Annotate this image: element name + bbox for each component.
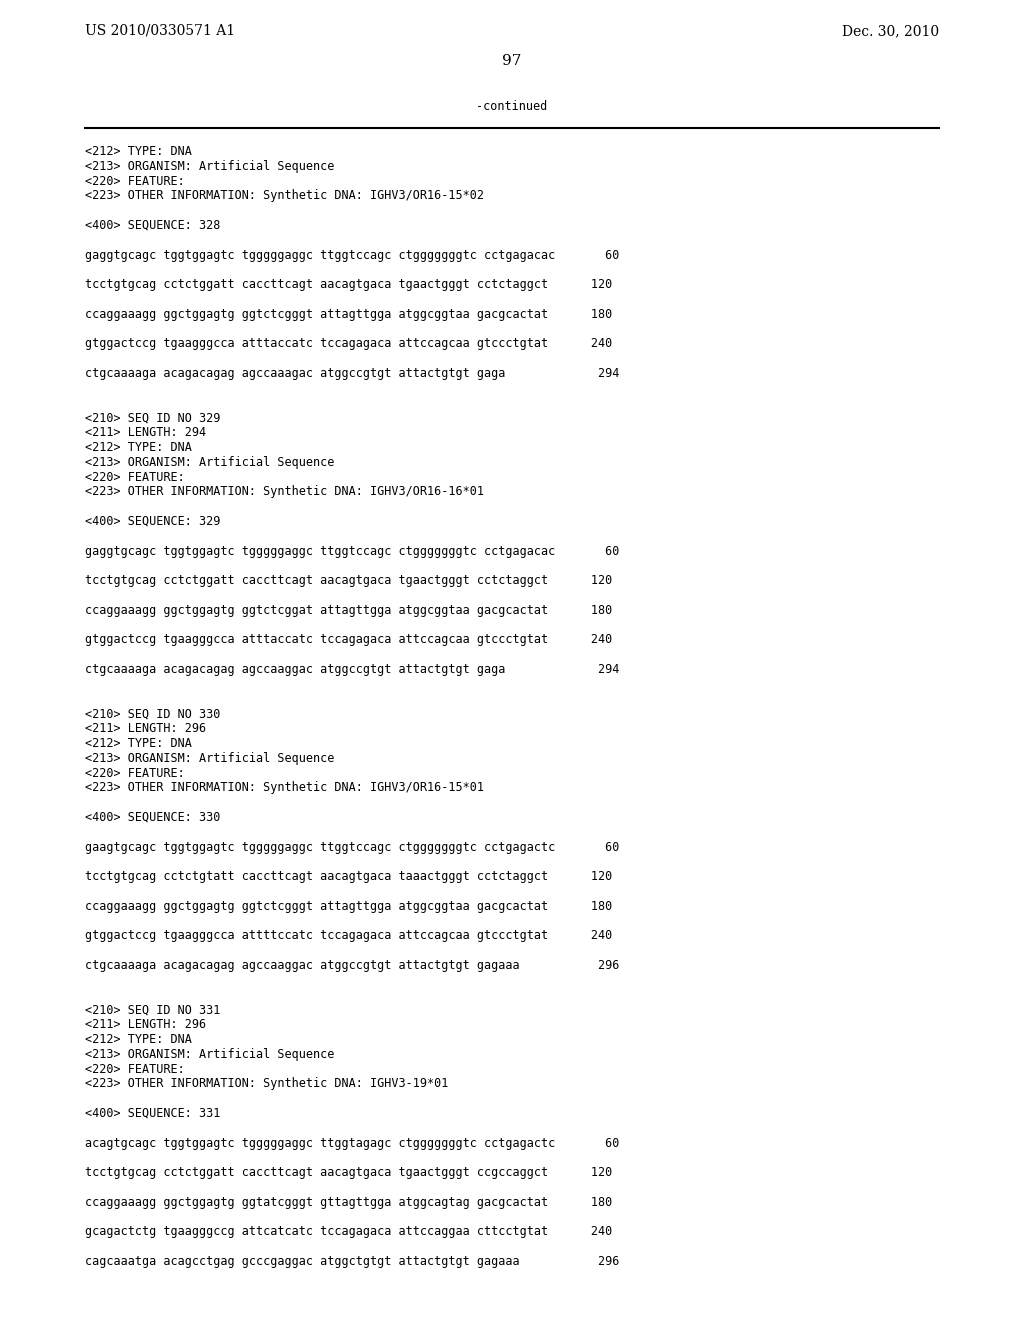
Text: US 2010/0330571 A1: US 2010/0330571 A1 xyxy=(85,24,236,38)
Text: <213> ORGANISM: Artificial Sequence: <213> ORGANISM: Artificial Sequence xyxy=(85,752,335,764)
Text: gcagactctg tgaagggccg attcatcatc tccagagaca attccaggaa cttcctgtat      240: gcagactctg tgaagggccg attcatcatc tccagag… xyxy=(85,1225,612,1238)
Text: ctgcaaaaga acagacagag agccaaagac atggccgtgt attactgtgt gaga             294: ctgcaaaaga acagacagag agccaaagac atggccg… xyxy=(85,367,620,380)
Text: <220> FEATURE:: <220> FEATURE: xyxy=(85,767,184,780)
Text: cagcaaatga acagcctgag gcccgaggac atggctgtgt attactgtgt gagaaa           296: cagcaaatga acagcctgag gcccgaggac atggctg… xyxy=(85,1255,620,1269)
Text: ccaggaaagg ggctggagtg ggtatcgggt gttagttgga atggcagtag gacgcactat      180: ccaggaaagg ggctggagtg ggtatcgggt gttagtt… xyxy=(85,1196,612,1209)
Text: ctgcaaaaga acagacagag agccaaggac atggccgtgt attactgtgt gaga             294: ctgcaaaaga acagacagag agccaaggac atggccg… xyxy=(85,663,620,676)
Text: gaggtgcagc tggtggagtc tgggggaggc ttggtccagc ctgggggggtc cctgagacac       60: gaggtgcagc tggtggagtc tgggggaggc ttggtcc… xyxy=(85,248,620,261)
Text: <400> SEQUENCE: 331: <400> SEQUENCE: 331 xyxy=(85,1107,220,1119)
Text: gtggactccg tgaagggcca atttaccatc tccagagaca attccagcaa gtccctgtat      240: gtggactccg tgaagggcca atttaccatc tccagag… xyxy=(85,634,612,647)
Text: ctgcaaaaga acagacagag agccaaggac atggccgtgt attactgtgt gagaaa           296: ctgcaaaaga acagacagag agccaaggac atggccg… xyxy=(85,960,620,972)
Text: <223> OTHER INFORMATION: Synthetic DNA: IGHV3/OR16-15*02: <223> OTHER INFORMATION: Synthetic DNA: … xyxy=(85,189,484,202)
Text: tcctgtgcag cctctggatt caccttcagt aacagtgaca tgaactgggt cctctaggct      120: tcctgtgcag cctctggatt caccttcagt aacagtg… xyxy=(85,279,612,292)
Text: tcctgtgcag cctctgtatt caccttcagt aacagtgaca taaactgggt cctctaggct      120: tcctgtgcag cctctgtatt caccttcagt aacagtg… xyxy=(85,870,612,883)
Text: <212> TYPE: DNA: <212> TYPE: DNA xyxy=(85,441,191,454)
Text: <213> ORGANISM: Artificial Sequence: <213> ORGANISM: Artificial Sequence xyxy=(85,455,335,469)
Text: <213> ORGANISM: Artificial Sequence: <213> ORGANISM: Artificial Sequence xyxy=(85,1048,335,1061)
Text: gaggtgcagc tggtggagtc tgggggaggc ttggtccagc ctgggggggtc cctgagacac       60: gaggtgcagc tggtggagtc tgggggaggc ttggtcc… xyxy=(85,545,620,557)
Text: <220> FEATURE:: <220> FEATURE: xyxy=(85,471,184,483)
Text: acagtgcagc tggtggagtc tgggggaggc ttggtagagc ctgggggggtc cctgagactc       60: acagtgcagc tggtggagtc tgggggaggc ttggtag… xyxy=(85,1137,620,1150)
Text: ccaggaaagg ggctggagtg ggtctcggat attagttgga atggcggtaa gacgcactat      180: ccaggaaagg ggctggagtg ggtctcggat attagtt… xyxy=(85,603,612,616)
Text: <400> SEQUENCE: 330: <400> SEQUENCE: 330 xyxy=(85,810,220,824)
Text: <223> OTHER INFORMATION: Synthetic DNA: IGHV3/OR16-15*01: <223> OTHER INFORMATION: Synthetic DNA: … xyxy=(85,781,484,795)
Text: <212> TYPE: DNA: <212> TYPE: DNA xyxy=(85,145,191,158)
Text: 97: 97 xyxy=(503,54,521,69)
Text: gtggactccg tgaagggcca attttccatc tccagagaca attccagcaa gtccctgtat      240: gtggactccg tgaagggcca attttccatc tccagag… xyxy=(85,929,612,942)
Text: ccaggaaagg ggctggagtg ggtctcgggt attagttgga atggcggtaa gacgcactat      180: ccaggaaagg ggctggagtg ggtctcgggt attagtt… xyxy=(85,900,612,913)
Text: <211> LENGTH: 296: <211> LENGTH: 296 xyxy=(85,722,206,735)
Text: <211> LENGTH: 296: <211> LENGTH: 296 xyxy=(85,1018,206,1031)
Text: <210> SEQ ID NO 331: <210> SEQ ID NO 331 xyxy=(85,1003,220,1016)
Text: <211> LENGTH: 294: <211> LENGTH: 294 xyxy=(85,426,206,440)
Text: Dec. 30, 2010: Dec. 30, 2010 xyxy=(842,24,939,38)
Text: <223> OTHER INFORMATION: Synthetic DNA: IGHV3/OR16-16*01: <223> OTHER INFORMATION: Synthetic DNA: … xyxy=(85,486,484,499)
Text: <210> SEQ ID NO 329: <210> SEQ ID NO 329 xyxy=(85,412,220,425)
Text: <210> SEQ ID NO 330: <210> SEQ ID NO 330 xyxy=(85,708,220,721)
Text: gaagtgcagc tggtggagtc tgggggaggc ttggtccagc ctgggggggtc cctgagactc       60: gaagtgcagc tggtggagtc tgggggaggc ttggtcc… xyxy=(85,841,620,854)
Text: <220> FEATURE:: <220> FEATURE: xyxy=(85,1063,184,1076)
Text: <213> ORGANISM: Artificial Sequence: <213> ORGANISM: Artificial Sequence xyxy=(85,160,335,173)
Text: -continued: -continued xyxy=(476,100,548,114)
Text: gtggactccg tgaagggcca atttaccatc tccagagaca attccagcaa gtccctgtat      240: gtggactccg tgaagggcca atttaccatc tccagag… xyxy=(85,338,612,350)
Text: tcctgtgcag cctctggatt caccttcagt aacagtgaca tgaactgggt cctctaggct      120: tcctgtgcag cctctggatt caccttcagt aacagtg… xyxy=(85,574,612,587)
Text: <400> SEQUENCE: 329: <400> SEQUENCE: 329 xyxy=(85,515,220,528)
Text: <220> FEATURE:: <220> FEATURE: xyxy=(85,174,184,187)
Text: tcctgtgcag cctctggatt caccttcagt aacagtgaca tgaactgggt ccgccaggct      120: tcctgtgcag cctctggatt caccttcagt aacagtg… xyxy=(85,1166,612,1179)
Text: <212> TYPE: DNA: <212> TYPE: DNA xyxy=(85,1034,191,1045)
Text: ccaggaaagg ggctggagtg ggtctcgggt attagttgga atggcggtaa gacgcactat      180: ccaggaaagg ggctggagtg ggtctcgggt attagtt… xyxy=(85,308,612,321)
Text: <400> SEQUENCE: 328: <400> SEQUENCE: 328 xyxy=(85,219,220,232)
Text: <212> TYPE: DNA: <212> TYPE: DNA xyxy=(85,737,191,750)
Text: <223> OTHER INFORMATION: Synthetic DNA: IGHV3-19*01: <223> OTHER INFORMATION: Synthetic DNA: … xyxy=(85,1077,449,1090)
